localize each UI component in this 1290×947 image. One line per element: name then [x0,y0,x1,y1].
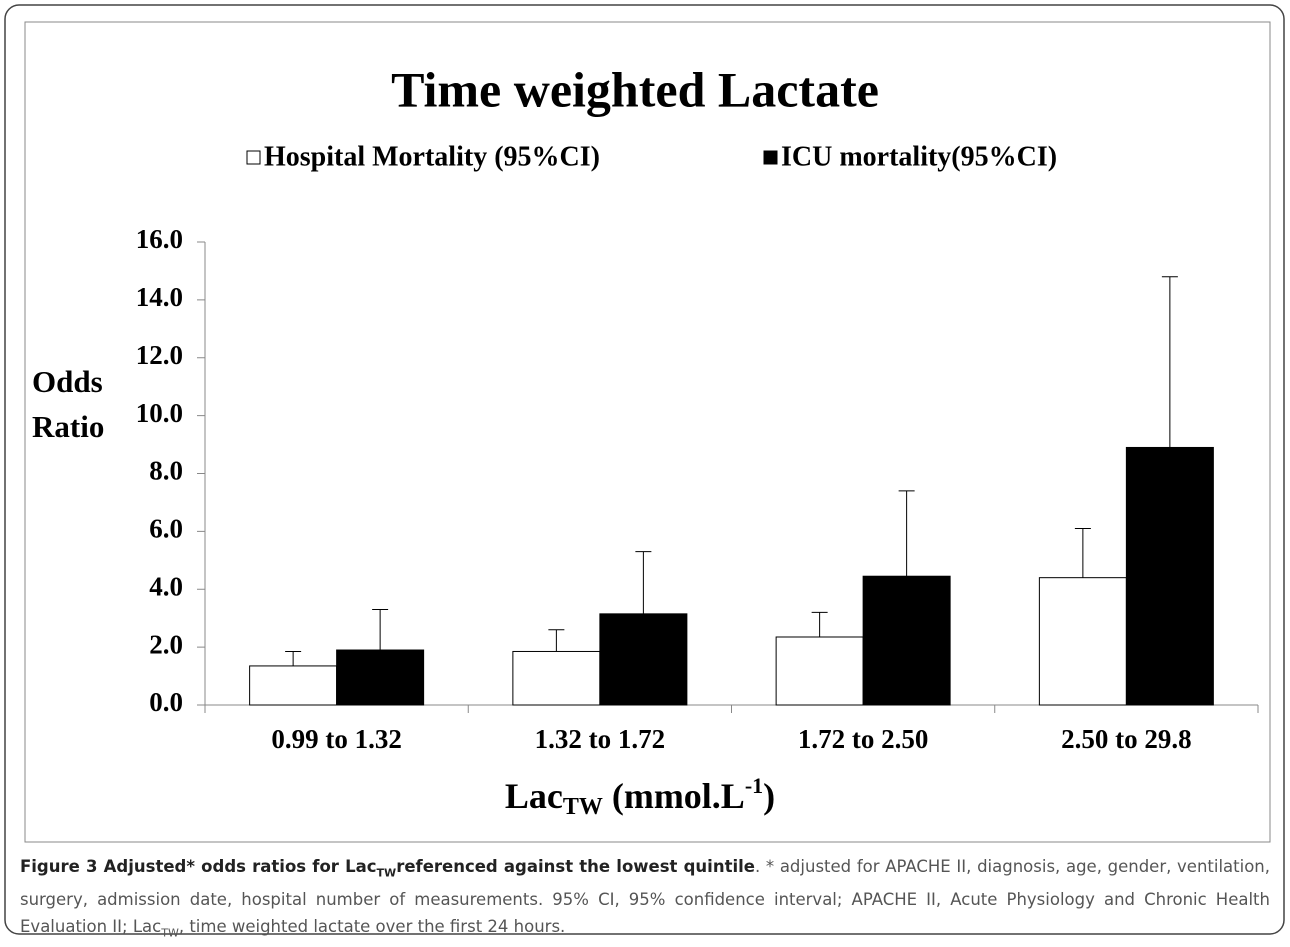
x-label-part: Lac [505,776,563,816]
caption: Figure 3 Adjusted* odds ratios for LacTW… [20,853,1270,947]
x-label-sup: -1 [745,773,763,798]
chart-frame [24,21,1271,843]
bar [862,575,951,706]
caption-sub: TW [376,866,397,880]
legend-swatch [763,150,778,165]
y-tick-label: 14.0 [136,282,183,312]
y-tick-label: 4.0 [149,571,183,601]
y-tick-label: 0.0 [149,687,183,717]
bar [512,650,601,706]
legend-label: Hospital Mortality (95%CI) [264,141,600,172]
y-tick-label: 16.0 [136,224,183,254]
caption-text: , time weighted lactate over the first 2… [178,917,566,937]
x-axis-label: LacTW (mmol.L-1) [505,773,775,819]
x-tick-label: 2.50 to 29.8 [1061,724,1192,754]
x-label-part: (mmol.L [603,776,745,816]
bar [775,636,864,706]
caption-text: . * adjusted for APACHE II, diagnosis, a… [20,857,1271,937]
y-axis-label: Ratio [32,409,104,444]
legend-swatch [246,150,261,165]
legend-label: ICU mortality(95%CI) [781,141,1057,172]
y-tick-label: 12.0 [136,340,183,370]
y-axis-label: Odds [32,364,103,399]
x-label-sub: TW [563,794,603,820]
caption-text: Adjusted* odds ratios for Lac [97,857,377,876]
y-tick-label: 10.0 [136,398,183,428]
caption-sub: TW [161,926,179,940]
x-tick-label: 1.72 to 2.50 [798,724,929,754]
x-label-part: ) [763,776,775,816]
bar [1038,577,1127,706]
y-tick-label: 2.0 [149,629,183,659]
bar [599,613,688,706]
outer-frame [4,4,1285,935]
x-tick-label: 1.32 to 1.72 [535,724,666,754]
x-tick-label: 0.99 to 1.32 [271,724,402,754]
chart-title: Time weighted Lactate [391,61,879,117]
caption-title: Figure 3 Adjusted* odds ratios for LacTW… [20,857,755,880]
y-tick-label: 6.0 [149,514,183,544]
figure-label: Figure 3 [20,857,98,876]
caption-text: referenced against the lowest quintile [396,857,755,876]
bar [1125,446,1214,706]
y-tick-label: 8.0 [149,456,183,486]
bar [336,649,425,706]
bar [249,665,338,706]
